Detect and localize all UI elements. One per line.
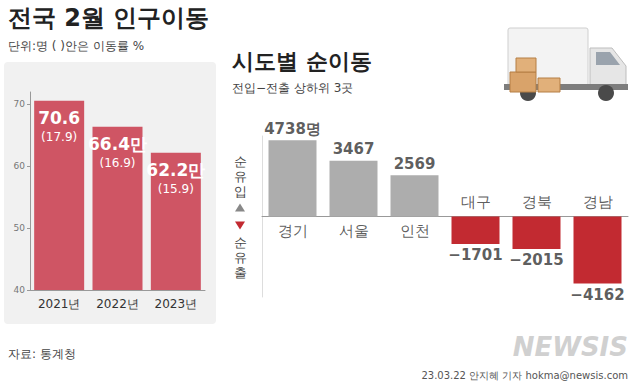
svg-text:40: 40 xyxy=(14,285,26,295)
svg-text:−1701: −1701 xyxy=(448,246,502,264)
svg-text:66.4만: 66.4만 xyxy=(88,134,147,154)
svg-text:NEWSIS: NEWSIS xyxy=(513,332,628,362)
svg-text:−4162: −4162 xyxy=(570,286,624,304)
svg-text:시도별 순이동: 시도별 순이동 xyxy=(232,49,372,74)
svg-text:70: 70 xyxy=(14,99,26,109)
svg-text:단위:명 ( )안은 이동률 %: 단위:명 ( )안은 이동률 % xyxy=(8,39,144,53)
svg-text:경기: 경기 xyxy=(278,222,308,240)
svg-text:4738명: 4738명 xyxy=(264,120,321,138)
svg-text:순: 순 xyxy=(234,154,247,169)
svg-text:인천: 인천 xyxy=(400,222,430,240)
svg-text:서울: 서울 xyxy=(339,222,369,240)
svg-text:2569: 2569 xyxy=(394,155,436,173)
svg-text:2023년: 2023년 xyxy=(155,297,198,311)
svg-text:(16.9): (16.9) xyxy=(99,156,135,170)
svg-text:출: 출 xyxy=(234,265,247,280)
svg-text:(17.9): (17.9) xyxy=(41,130,77,144)
svg-text:23.03.22 안지혜 기자 hokma@newsis.c: 23.03.22 안지혜 기자 hokma@newsis.com xyxy=(421,370,628,381)
svg-text:유: 유 xyxy=(234,250,247,265)
svg-text:입: 입 xyxy=(234,184,247,199)
svg-text:유: 유 xyxy=(234,169,247,184)
svg-text:3467: 3467 xyxy=(333,140,375,158)
svg-text:−2015: −2015 xyxy=(509,251,563,269)
svg-text:70.6: 70.6 xyxy=(38,108,80,128)
svg-text:경남: 경남 xyxy=(583,193,613,211)
svg-text:60: 60 xyxy=(14,161,26,171)
svg-text:자료: 통계청: 자료: 통계청 xyxy=(8,347,76,361)
svg-text:경북: 경북 xyxy=(522,193,552,211)
svg-text:2021년: 2021년 xyxy=(38,297,81,311)
svg-text:순: 순 xyxy=(234,235,247,250)
svg-text:대구: 대구 xyxy=(461,193,491,211)
svg-text:전입−전출 상하위 3곳: 전입−전출 상하위 3곳 xyxy=(232,81,353,95)
svg-text:62.2만: 62.2만 xyxy=(146,160,205,180)
svg-text:(15.9): (15.9) xyxy=(158,182,194,196)
svg-text:전국 2월 인구이동: 전국 2월 인구이동 xyxy=(8,4,209,32)
svg-text:2022년: 2022년 xyxy=(96,297,139,311)
svg-text:50: 50 xyxy=(14,223,26,233)
